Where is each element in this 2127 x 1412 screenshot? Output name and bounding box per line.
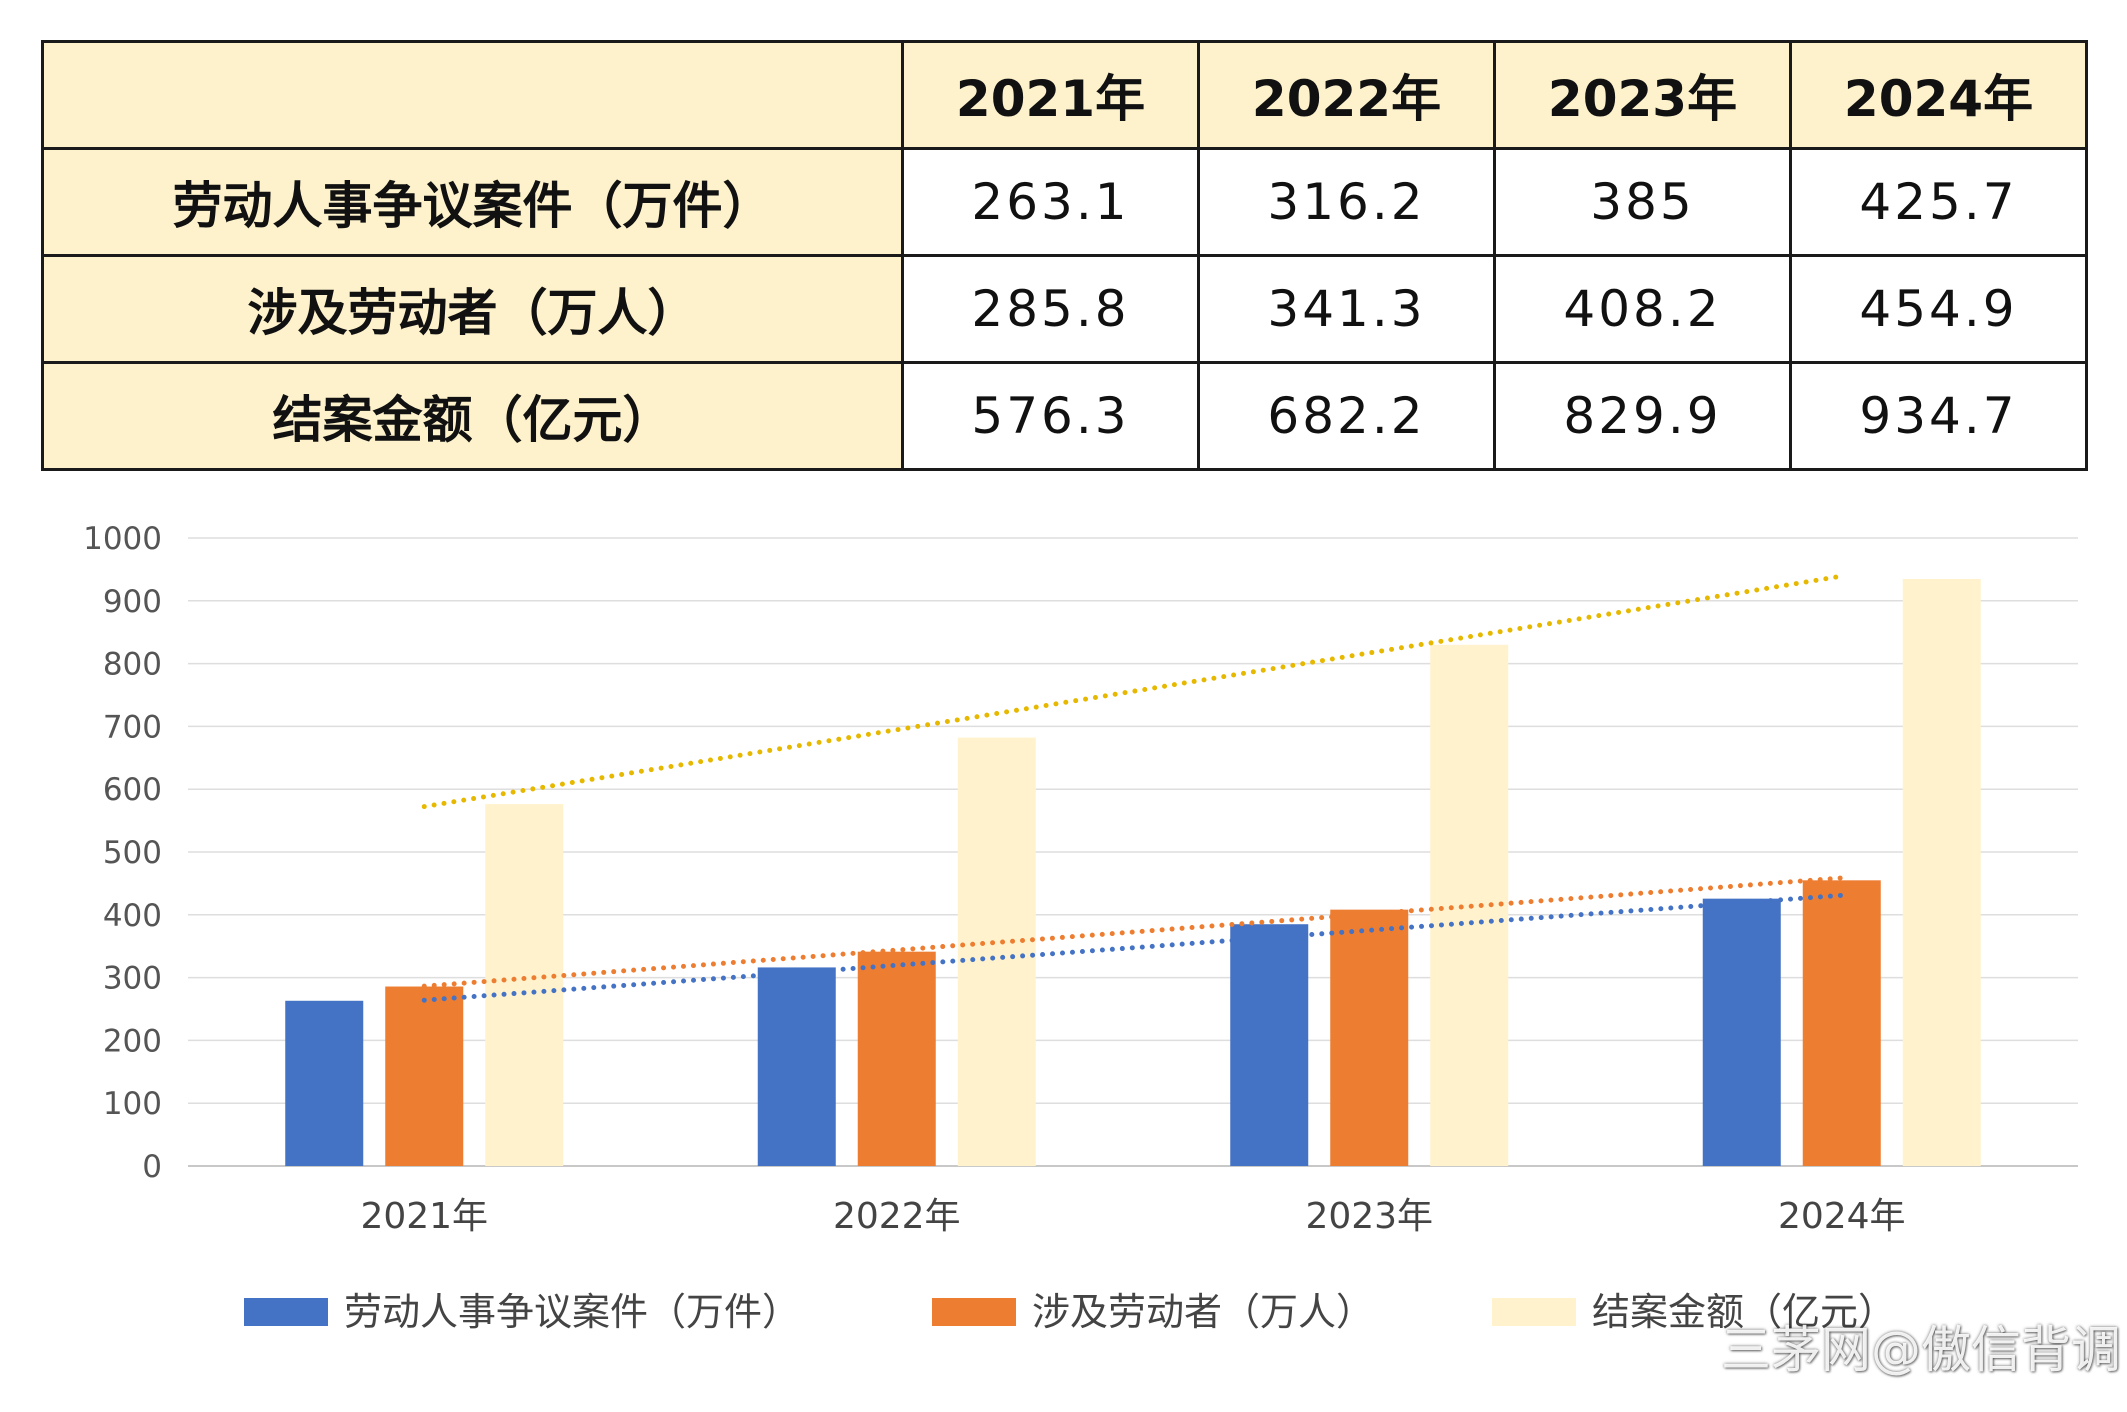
x-tick-label: 2024年 [1778,1196,1906,1237]
table-cell: 316.2 [1197,147,1496,257]
bar [1330,909,1409,1166]
row-label-amount: 结案金额（亿元） [41,361,904,471]
bar-chart: 0 100 200 300 400 500 600 700 800 900 1000 2021年 202… [83,521,2078,1334]
table-cell: 408.2 [1493,254,1792,364]
table-cell: 263.1 [901,147,1200,257]
table-cell: 385 [1493,147,1792,257]
table-cell: 682.2 [1197,361,1496,471]
legend-swatch [1492,1298,1576,1326]
trendline [421,892,1845,1003]
row-label-workers: 涉及劳动者（万人） [41,254,904,364]
y-tick-label: 300 [103,961,162,997]
y-tick-label: 600 [103,772,162,808]
legend-swatch [244,1298,328,1326]
bar [485,804,564,1166]
table-cell: 425.7 [1789,147,2088,257]
y-tick-label: 200 [103,1023,162,1059]
bar [1230,924,1309,1166]
bar [285,1000,364,1166]
y-tick-label: 100 [103,1086,162,1122]
table-cell: 829.9 [1493,361,1792,471]
table-cell: 934.7 [1789,361,2088,471]
legend-label: 结案金额（亿元） [1592,1290,1896,1334]
table-row: 结案金额（亿元） 576.3 682.2 829.9 934.7 [41,361,2088,471]
y-tick-label: 500 [103,835,162,871]
bar [957,737,1036,1166]
legend-swatch [932,1298,1016,1326]
y-tick-label: 700 [103,709,162,745]
y-tick-label: 900 [103,584,162,620]
table-cell: 341.3 [1197,254,1496,364]
table-corner-cell [41,40,904,150]
legend-label: 涉及劳动者（万人） [1032,1290,1374,1334]
x-tick-label: 2022年 [833,1196,961,1237]
bar [757,967,836,1166]
row-label-disputes: 劳动人事争议案件（万件） [41,147,904,257]
table-row: 涉及劳动者（万人） 285.8 341.3 408.2 454.9 [41,254,2088,364]
y-tick-label: 800 [103,647,162,683]
bar [857,951,936,1166]
data-table: 2021年 2022年 2023年 2024年 劳动人事争议案件（万件） 263… [41,40,2088,471]
bar [385,986,464,1166]
bar [1802,880,1881,1166]
table-header-2022: 2022年 [1197,40,1496,150]
bar [1702,898,1781,1166]
watermark-text: 三茅网@傲信背调 [1721,1321,2121,1379]
trendline [421,573,1845,810]
table-cell: 285.8 [901,254,1200,364]
table-header-2021: 2021年 [901,40,1200,150]
x-tick-label: 2021年 [360,1196,488,1237]
y-tick-label: 0 [142,1149,162,1185]
trendline [421,875,1845,989]
table-cell: 576.3 [901,361,1200,471]
x-tick-label: 2023年 [1305,1196,1433,1237]
bar [1902,579,1981,1166]
y-tick-label: 400 [103,898,162,934]
table-row: 劳动人事争议案件（万件） 263.1 316.2 385 425.7 [41,147,2088,257]
table-header-2024: 2024年 [1789,40,2088,150]
table-header-row: 2021年 2022年 2023年 2024年 [41,40,2088,150]
table-cell: 454.9 [1789,254,2088,364]
y-tick-label: 1000 [83,521,162,557]
legend-label: 劳动人事争议案件（万件） [344,1290,800,1334]
table-header-2023: 2023年 [1493,40,1792,150]
